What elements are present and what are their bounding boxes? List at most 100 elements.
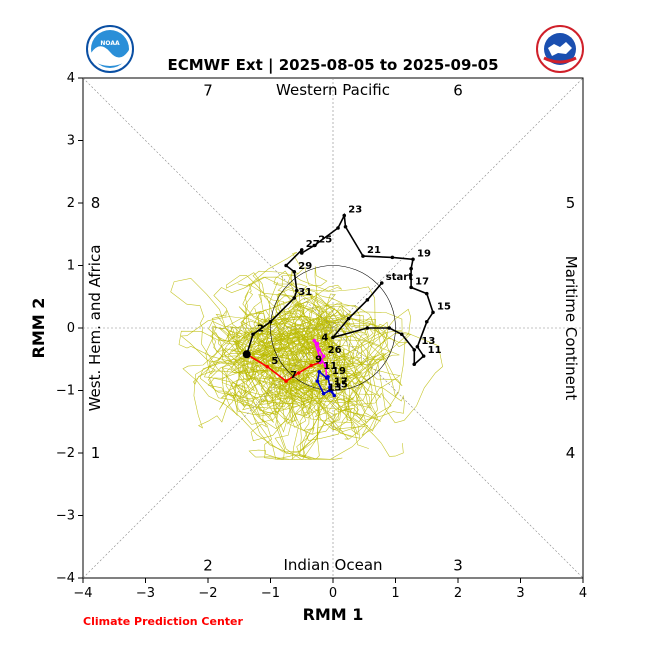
series-point <box>336 226 340 230</box>
ensemble-member-line <box>203 304 352 403</box>
y-tick-label: −3 <box>56 509 75 524</box>
day-label: 27 <box>306 239 320 250</box>
chart-title: ECMWF Ext | 2025-08-05 to 2025-09-05 <box>167 56 498 75</box>
ensemble-member-line <box>221 345 364 406</box>
day-label: 15 <box>334 380 348 391</box>
series-point <box>292 269 297 274</box>
series-lines <box>242 212 435 398</box>
x-tick-label: −1 <box>261 586 280 601</box>
series-point <box>328 385 332 390</box>
ensemble-member-line <box>211 297 367 460</box>
day-label: 5 <box>271 356 278 367</box>
x-tick-label: 2 <box>454 586 462 601</box>
unit-circle <box>270 265 396 391</box>
region-right-label: Maritime Continent <box>562 256 580 401</box>
series-point <box>412 348 417 352</box>
series-point <box>292 296 297 300</box>
day-label: 15 <box>437 301 451 312</box>
x-axis-label: RMM 1 <box>303 605 364 624</box>
y-tick-label: 1 <box>67 259 75 274</box>
series-point <box>321 391 326 396</box>
series-point <box>431 310 435 315</box>
series-point <box>399 332 404 337</box>
day-label: 4 <box>321 333 328 344</box>
phase-number-label: 7 <box>203 82 213 100</box>
ensemble-member-line <box>182 320 332 453</box>
x-tick-label: 0 <box>329 586 337 601</box>
series-point <box>379 281 384 285</box>
series-point <box>421 354 426 358</box>
series-point <box>315 341 320 346</box>
series-point <box>296 371 301 375</box>
phase-number-label: 5 <box>566 194 576 212</box>
ensemble-member-line <box>210 330 371 409</box>
ensemble-member-line <box>256 292 408 418</box>
series-point <box>361 254 365 258</box>
day-label: 11 <box>428 345 442 356</box>
series-point <box>299 251 304 255</box>
region-bottom-label: Indian Ocean <box>283 556 382 574</box>
ensemble-member-line <box>213 276 378 432</box>
day-label: 26 <box>328 345 342 356</box>
day-label: 11 <box>323 361 337 372</box>
day-label: 17 <box>415 276 429 287</box>
series-point <box>387 326 392 330</box>
x-tick-label: 1 <box>391 586 399 601</box>
phase-number-label: 3 <box>453 557 463 575</box>
ensemble-member-line <box>219 281 282 410</box>
ensemble-member-line <box>235 289 443 449</box>
day-labels: start11131517192123252729312579264111315… <box>257 205 451 394</box>
day-label: 19 <box>417 248 431 259</box>
credit-text: Climate Prediction Center <box>83 615 243 628</box>
day-label: 29 <box>298 261 312 272</box>
series-point <box>317 348 322 352</box>
ensemble-members <box>170 252 443 460</box>
series-point <box>411 257 415 262</box>
x-tick-label: −4 <box>73 586 92 601</box>
series-point <box>299 248 304 252</box>
day-label: 31 <box>298 287 312 298</box>
series-point <box>346 316 351 321</box>
day-label: start <box>386 272 413 283</box>
series-point <box>365 298 370 302</box>
series-point <box>268 319 273 324</box>
region-top-label: Western Pacific <box>276 81 390 99</box>
y-axis-label: RMM 2 <box>29 298 48 359</box>
y-tick-label: 2 <box>67 196 75 211</box>
series-point <box>424 319 429 324</box>
series-point <box>412 362 417 367</box>
series-point <box>317 369 322 374</box>
day-label: 17 <box>334 376 348 387</box>
series-point <box>328 388 332 393</box>
ensemble-member-line <box>231 301 338 392</box>
ensemble-member-line <box>245 320 314 442</box>
series-point <box>343 224 348 229</box>
day-label: 13 <box>421 336 435 347</box>
day-label: 25 <box>318 235 332 246</box>
phase-number-label: 6 <box>453 82 463 100</box>
day-label: 19 <box>332 366 346 377</box>
series-point <box>265 364 270 369</box>
day-label: 13 <box>328 383 342 394</box>
ensemble-member-line <box>238 303 339 426</box>
phase-number-label: 1 <box>91 444 101 462</box>
y-tick-label: −2 <box>56 446 75 461</box>
x-tick-label: 4 <box>579 586 587 601</box>
x-tick-label: −2 <box>198 586 217 601</box>
phase-number-label: 2 <box>203 557 213 575</box>
series-point <box>312 338 317 343</box>
day-label: 2 <box>257 323 264 334</box>
series-point <box>342 213 347 218</box>
ensemble-member-line <box>222 329 340 431</box>
series-point <box>365 326 370 330</box>
series-point <box>294 288 299 293</box>
day-label: 23 <box>348 205 362 216</box>
x-tick-label: 3 <box>516 586 524 601</box>
day-label: 21 <box>367 245 381 256</box>
nws-logo-icon <box>536 25 584 73</box>
series-point <box>409 266 413 271</box>
series-point <box>409 285 413 290</box>
phase-number-label: 4 <box>566 444 576 462</box>
